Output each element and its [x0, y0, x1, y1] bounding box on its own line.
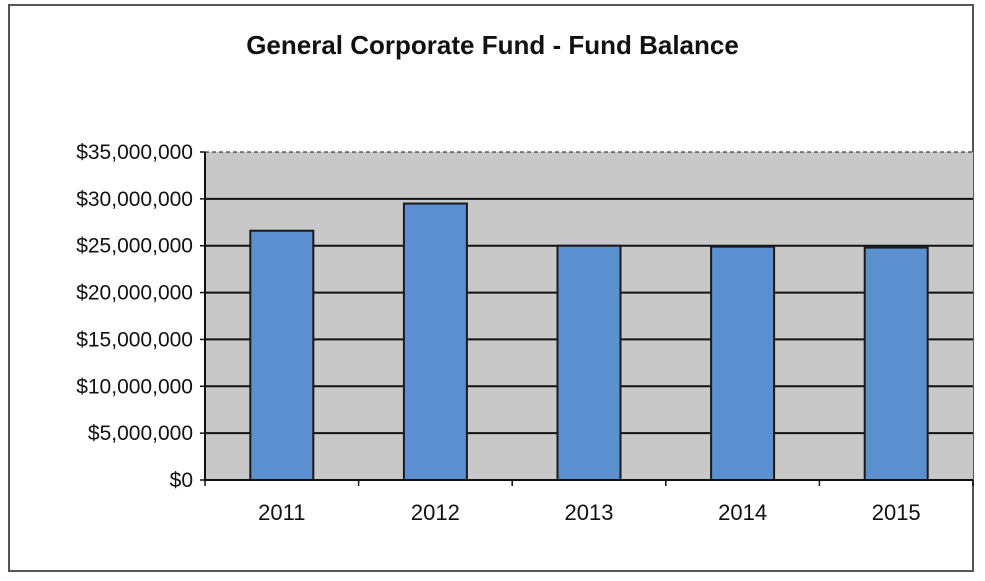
bar-2012 [402, 202, 468, 482]
y-tick-label: $5,000,000 [88, 422, 193, 445]
x-tick-label: 2012 [411, 500, 460, 525]
y-tick-label: $30,000,000 [76, 188, 193, 211]
y-axis-ticks: $0 $5,000,000 $10,000,000 $15,000,000 $20,00… [76, 141, 205, 492]
y-tick-label: $15,000,000 [76, 328, 193, 351]
chart-title: General Corporate Fund - Fund Balance [246, 30, 739, 60]
x-tick-label: 2013 [565, 500, 614, 525]
bars [249, 202, 929, 482]
bar-2015 [863, 246, 929, 481]
y-tick-label: $0 [170, 469, 193, 492]
bar-2013 [556, 244, 622, 481]
x-tick-label: 2014 [718, 500, 767, 525]
bar-2011 [249, 229, 315, 481]
y-tick-label: $35,000,000 [76, 141, 193, 164]
x-axis-ticks: 2011 2012 2013 2014 2015 [204, 480, 974, 525]
y-tick-label: $20,000,000 [76, 282, 193, 305]
x-tick-label: 2015 [872, 500, 921, 525]
y-tick-label: $10,000,000 [76, 375, 193, 398]
y-tick-label: $25,000,000 [76, 235, 193, 258]
x-tick-label: 2011 [258, 500, 305, 525]
bar-2014 [710, 245, 776, 481]
